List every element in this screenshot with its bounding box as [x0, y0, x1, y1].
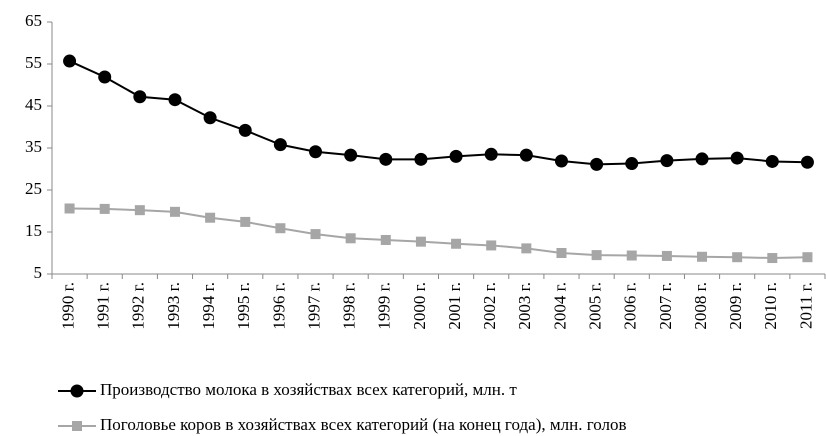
marker: [238, 123, 252, 137]
x-tick-label: 2005 г.: [586, 282, 605, 330]
marker: [344, 148, 358, 162]
marker: [590, 157, 604, 171]
x-tick-label: 1999 г.: [375, 282, 394, 330]
marker: [695, 152, 709, 166]
x-tick-label: 1992 г.: [129, 282, 148, 330]
marker: [380, 234, 391, 245]
marker: [309, 145, 323, 159]
marker: [800, 155, 814, 169]
marker: [521, 243, 532, 254]
marker: [275, 223, 286, 234]
marker: [168, 93, 182, 107]
marker: [134, 205, 145, 216]
x-tick-label: 1996 г.: [269, 282, 288, 330]
legend-item: Поголовье коров в хозяйствах всех катего…: [58, 415, 627, 434]
marker: [556, 248, 567, 258]
marker: [205, 212, 216, 223]
x-tick-label: 2009 г.: [726, 282, 745, 330]
x-tick-label: 2000 г.: [410, 282, 429, 330]
y-tick-label: 25: [25, 179, 42, 198]
x-tick-label: 1995 г.: [234, 282, 253, 330]
marker: [379, 152, 393, 166]
marker: [484, 147, 498, 161]
marker: [273, 138, 287, 152]
x-tick-label: 2004 г.: [550, 282, 569, 330]
x-tick-label: 2003 г.: [515, 282, 534, 330]
y-tick-label: 5: [34, 263, 43, 282]
marker: [626, 250, 637, 261]
marker: [802, 252, 813, 263]
x-tick-label: 1997 г.: [304, 282, 323, 330]
legend-label: Поголовье коров в хозяйствах всех катего…: [100, 415, 627, 434]
marker: [99, 203, 110, 214]
y-tick-label: 55: [25, 53, 42, 72]
marker: [765, 154, 779, 168]
marker: [486, 240, 497, 251]
y-tick-label: 45: [25, 95, 42, 114]
marker: [591, 250, 602, 261]
marker: [732, 252, 743, 263]
x-tick-label: 2010 г.: [761, 282, 780, 330]
marker: [625, 157, 639, 171]
marker: [415, 236, 426, 247]
x-tick-label: 1990 г.: [58, 282, 77, 330]
marker: [310, 229, 321, 240]
marker: [72, 421, 82, 431]
series-line: [69, 207, 808, 260]
x-tick-label: 1994 г.: [199, 282, 218, 330]
marker: [64, 203, 75, 214]
marker: [449, 149, 463, 163]
marker: [767, 253, 778, 264]
marker: [345, 233, 356, 244]
marker: [730, 151, 744, 165]
x-tick-label: 2011 г.: [796, 282, 815, 329]
marker: [70, 384, 84, 398]
marker: [554, 154, 568, 168]
marker: [660, 154, 674, 168]
legend-label: Производство молока в хозяйствах всех ка…: [100, 380, 517, 399]
y-tick-label: 65: [25, 11, 42, 30]
marker: [519, 148, 533, 162]
marker: [451, 238, 462, 249]
x-tick-label: 1998 г.: [340, 282, 359, 330]
x-tick-label: 1991 г.: [94, 282, 113, 330]
y-tick-label: 35: [25, 137, 42, 156]
marker: [63, 54, 77, 68]
x-tick-label: 2006 г.: [621, 282, 640, 330]
marker: [169, 206, 180, 217]
series-line: [69, 60, 808, 166]
marker: [697, 251, 708, 262]
marker: [133, 90, 147, 104]
x-tick-label: 2007 г.: [656, 282, 675, 330]
marker: [98, 70, 112, 84]
marker: [203, 111, 217, 125]
marker: [661, 250, 672, 261]
marker: [240, 216, 251, 227]
y-tick-label: 15: [25, 221, 42, 240]
x-tick-label: 2008 г.: [691, 282, 710, 330]
legend-item: Производство молока в хозяйствах всех ка…: [58, 380, 517, 399]
x-tick-label: 1993 г.: [164, 282, 183, 330]
x-tick-label: 2002 г.: [480, 282, 499, 330]
x-tick-label: 2001 г.: [445, 282, 464, 330]
marker: [414, 152, 428, 166]
